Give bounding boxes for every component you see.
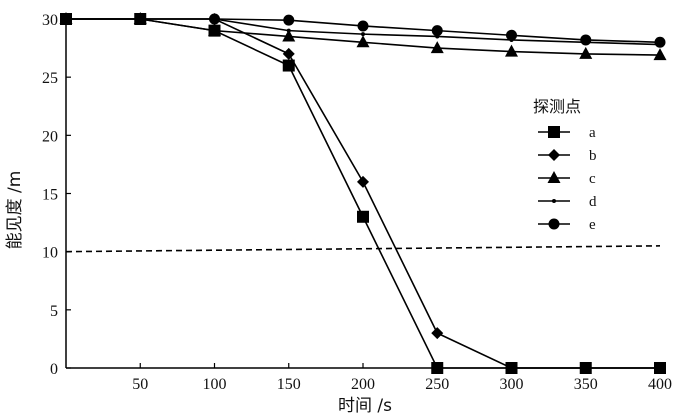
- x-tick-label: 300: [500, 376, 524, 393]
- point-c: [579, 46, 593, 59]
- point-e: [580, 34, 592, 46]
- legend-title: 探测点: [533, 97, 581, 116]
- legend-label-e: e: [589, 217, 596, 233]
- point-d: [286, 28, 291, 33]
- point-e: [654, 36, 666, 48]
- reference-line-dashed: [65, 245, 661, 253]
- y-tick-label: 0: [50, 361, 58, 378]
- legend-label-b: b: [589, 148, 597, 164]
- y-tick-label: 10: [42, 245, 58, 262]
- x-tick-label: 250: [425, 376, 449, 393]
- axes: [65, 17, 664, 369]
- x-tick-label: 400: [648, 376, 672, 393]
- x-tick-label: 150: [277, 376, 301, 393]
- point-c: [653, 48, 667, 61]
- point-a: [357, 210, 369, 223]
- x-tick-label: 100: [203, 376, 227, 393]
- plot-area: [59, 12, 667, 374]
- point-c: [282, 29, 296, 42]
- point-e: [209, 13, 220, 25]
- point-c: [356, 35, 370, 48]
- y-tick-label: 20: [42, 128, 58, 145]
- point-a: [282, 59, 295, 72]
- point-e: [357, 20, 369, 32]
- legend-marker-a: [548, 126, 560, 138]
- series-b: [60, 13, 666, 374]
- y-axis-title: 能见度 /m: [5, 171, 25, 250]
- point-e: [283, 14, 295, 26]
- x-ticks: 50 100 150 200 250 300 350 400: [132, 363, 672, 393]
- point-c: [505, 44, 518, 57]
- point-b: [357, 175, 369, 188]
- point-c: [430, 41, 444, 54]
- point-c: [208, 23, 221, 36]
- y-tick-label: 25: [42, 70, 58, 87]
- point-b: [282, 47, 295, 60]
- legend-label-a: a: [589, 125, 596, 141]
- x-tick-label: 350: [574, 376, 598, 393]
- point-e: [134, 13, 146, 25]
- y-tick-label: 5: [50, 303, 58, 320]
- y-ticks: 0 5 10 15 20 25 30: [42, 12, 71, 378]
- x-tick-label: 50: [132, 376, 148, 393]
- series-a: [60, 13, 666, 374]
- legend-marker-c: [547, 171, 561, 183]
- legend-label-c: c: [589, 171, 596, 187]
- series-line-b: [66, 18, 660, 369]
- legend-marker-b: [548, 149, 560, 161]
- point-d: [361, 32, 365, 37]
- y-tick-label: 30: [42, 12, 58, 29]
- legend-marker-d: [552, 199, 556, 203]
- point-e: [506, 29, 517, 41]
- x-axis-title: 时间 /s: [338, 396, 392, 416]
- series-e: [60, 13, 666, 48]
- legend-marker-e: [548, 218, 560, 230]
- x-tick-label: 200: [351, 376, 375, 393]
- point-e: [431, 25, 443, 37]
- legend-label-d: d: [589, 194, 597, 210]
- point-b: [431, 327, 444, 340]
- y-tick-label: 15: [42, 187, 58, 204]
- series-line-a: [66, 18, 660, 369]
